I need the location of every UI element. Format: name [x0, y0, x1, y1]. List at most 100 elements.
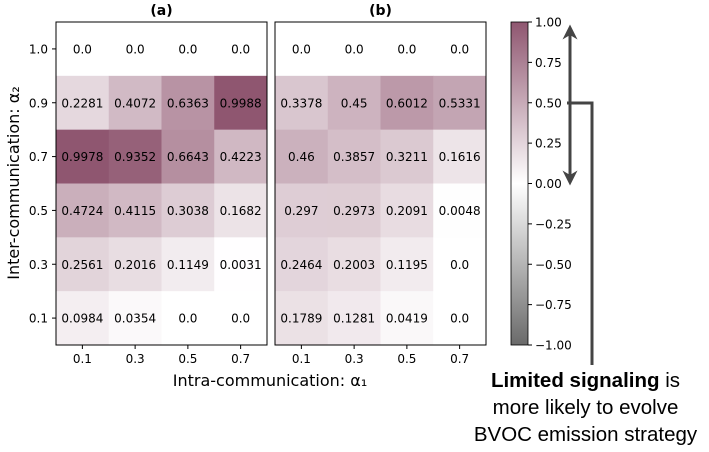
- heatmap-cell: [214, 22, 268, 77]
- heatmap-cell: [214, 129, 268, 184]
- cell-value-label: 0.0: [450, 42, 469, 56]
- colorbar-tick-label: −0.75: [535, 298, 572, 312]
- cell-value-label: 0.1195: [386, 258, 428, 272]
- heatmap-cell: [327, 291, 381, 346]
- annotation-text: Limited signaling is more likely to evol…: [462, 367, 709, 448]
- cell-value-label: 0.0031: [220, 258, 262, 272]
- heatmap-cell: [56, 22, 110, 77]
- annotation-bold: Limited signaling: [490, 369, 660, 392]
- heatmap-cell: [56, 237, 110, 292]
- heatmap-cell: [380, 129, 434, 184]
- panel-a-frame: [55, 21, 268, 346]
- heatmap-cell: [275, 75, 329, 130]
- y-tick-labels: 1.0 0.9 0.7 0.5 0.3 0.1: [29, 42, 56, 326]
- cell-value-label: 0.9988: [220, 96, 262, 110]
- y-tick-label: 0.5: [29, 204, 48, 218]
- heatmap-cell: [327, 129, 381, 184]
- heatmap-cell: [380, 75, 434, 130]
- x-tick-label: 0.1: [292, 352, 311, 366]
- cell-value-label: 0.2464: [280, 258, 322, 272]
- x-tick-labels-a: 0.1 0.3 0.5 0.7: [73, 345, 250, 366]
- cell-value-label: 0.45: [341, 96, 368, 110]
- cell-value-label: 0.4115: [114, 204, 156, 218]
- y-tick-label: 1.0: [29, 42, 48, 56]
- cell-value-label: 0.4724: [61, 204, 103, 218]
- heatmap-cell: [275, 129, 329, 184]
- cell-value-label: 0.1616: [439, 150, 481, 164]
- heatmap-cell: [161, 75, 215, 130]
- cell-value-label: 0.2003: [333, 258, 375, 272]
- range-arrows: [562, 24, 594, 365]
- x-tick-label: 0.5: [397, 352, 416, 366]
- cell-value-label: 0.9978: [61, 150, 103, 164]
- cell-value-label: 0.0: [292, 42, 311, 56]
- cell-value-label: 0.6643: [167, 150, 209, 164]
- colorbar-tick-label: 0.50: [535, 96, 562, 110]
- heatmap-cell: [327, 237, 381, 292]
- heatmap-panel-a: 0.0 0.0 0.0 0.0 0.2281 0.4072 0.6363 0.9988 0.99…: [29, 3, 268, 366]
- cell-value-label: 0.1281: [333, 312, 375, 326]
- cell-value-label: 0.3378: [280, 96, 322, 110]
- cell-value-label: 0.0: [231, 312, 250, 326]
- heatmap-cell: [275, 291, 329, 346]
- cell-value-label: 0.6363: [167, 96, 209, 110]
- cell-value-label: 0.0: [231, 42, 250, 56]
- cell-value-label: 0.9352: [114, 150, 156, 164]
- cell-value-label: 0.4223: [220, 150, 262, 164]
- heatmap-cell: [56, 75, 110, 130]
- cell-value-label: 0.4072: [114, 96, 156, 110]
- x-tick-label: 0.3: [126, 352, 145, 366]
- heatmap-cell: [433, 22, 487, 77]
- cell-value-label: 0.0419: [386, 312, 428, 326]
- cell-value-label: 0.0048: [439, 204, 481, 218]
- cell-value-label: 0.3857: [333, 150, 375, 164]
- heatmap-cell: [214, 291, 268, 346]
- heatmap-cell: [161, 22, 215, 77]
- heatmap-cell: [433, 291, 487, 346]
- heatmap-cell: [56, 291, 110, 346]
- cell-value-label: 0.0: [73, 42, 92, 56]
- x-tick-label: 0.1: [73, 352, 92, 366]
- colorbar-tick-label: 0.00: [535, 177, 562, 191]
- colorbar-tick-label: 0.75: [535, 56, 562, 70]
- cell-value-label: 0.3211: [386, 150, 428, 164]
- colorbar-tick-label: 0.25: [535, 137, 562, 151]
- heatmap-cell: [161, 237, 215, 292]
- cell-value-label: 0.0: [450, 258, 469, 272]
- heatmap-cell: [380, 291, 434, 346]
- panel-b-title: (b): [369, 3, 392, 19]
- heatmap-cells-a: 0.0 0.0 0.0 0.0 0.2281 0.4072 0.6363 0.9988 0.99…: [56, 22, 268, 346]
- cell-value-label: 0.3038: [167, 204, 209, 218]
- cell-value-label: 0.0354: [114, 312, 156, 326]
- cell-value-label: 0.5331: [439, 96, 481, 110]
- heatmap-cell: [161, 129, 215, 184]
- x-tick-labels-b: 0.1 0.3 0.5 0.7: [292, 345, 469, 366]
- heatmap-cells-b: 0.0 0.0 0.0 0.0 0.3378 0.45 0.6012 0.5331 0.46 0.…: [275, 22, 487, 346]
- y-axis-label: Inter-communication: α₂: [4, 86, 23, 279]
- heatmap-cell: [214, 75, 268, 130]
- cell-value-label: 0.2281: [61, 96, 103, 110]
- heatmap-cell: [108, 129, 162, 184]
- heatmap-cell: [327, 183, 381, 238]
- y-tick-label: 0.3: [29, 258, 48, 272]
- heatmap-cell: [214, 237, 268, 292]
- heatmap-cell: [380, 237, 434, 292]
- cell-value-label: 0.2016: [114, 258, 156, 272]
- x-tick-label: 0.7: [450, 352, 469, 366]
- heatmap-cell: [433, 183, 487, 238]
- heatmap-cell: [161, 291, 215, 346]
- colorbar-tick-label: 1.00: [535, 16, 562, 30]
- heatmap-cell: [56, 129, 110, 184]
- heatmap-cell: [56, 183, 110, 238]
- cell-value-label: 0.2973: [333, 204, 375, 218]
- heatmap-cell: [380, 22, 434, 77]
- heatmap-cell: [161, 183, 215, 238]
- cell-value-label: 0.0: [450, 312, 469, 326]
- cell-value-label: 0.0: [178, 42, 197, 56]
- annotation-line1-rest: is: [659, 369, 681, 392]
- colorbar: 1.00 0.75 0.50 0.25 0.00 −0.25 −0.50 −0.75 −1.00: [510, 16, 572, 353]
- heatmap-cell: [214, 183, 268, 238]
- cell-value-label: 0.46: [288, 150, 315, 164]
- heatmap-cell: [327, 75, 381, 130]
